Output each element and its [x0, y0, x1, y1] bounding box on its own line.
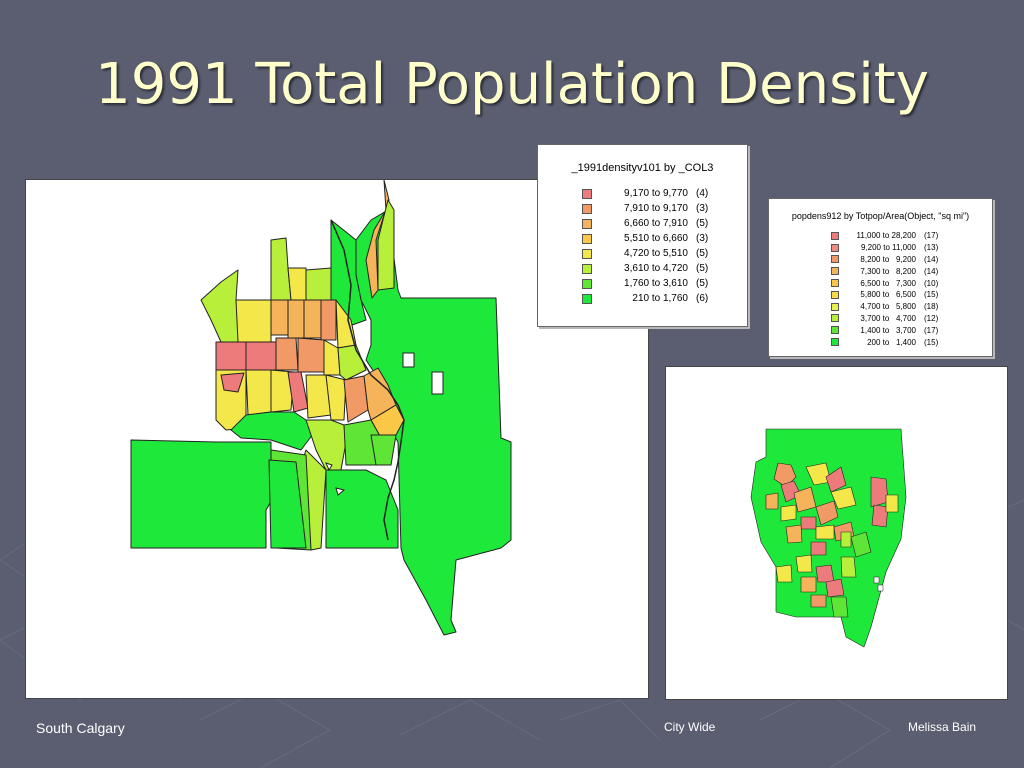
- legend-swatch: [831, 314, 839, 323]
- legend-row: 8,200 to 9,200 (14): [831, 254, 938, 266]
- city-wide-map: [665, 366, 1008, 700]
- city-map-legend: popdens912 by Totpop/Area(Object, "sq mi…: [768, 198, 993, 357]
- legend-row: 3,700 to 4,700 (12): [831, 313, 938, 325]
- legend-row: 7,910 to 9,170 (3): [582, 201, 708, 216]
- legend-row: 1,400 to 3,700 (17): [831, 324, 938, 336]
- south-calgary-map-graphic: [130, 179, 512, 636]
- legend-swatch: [582, 203, 592, 214]
- legend-row: 9,170 to 9,770 (4): [582, 186, 708, 201]
- legend-swatch: [582, 188, 592, 199]
- legend-count: (12): [924, 313, 939, 323]
- legend-swatch: [831, 338, 839, 347]
- legend-count: (10): [924, 278, 939, 288]
- footer-center-label: City Wide: [664, 720, 716, 734]
- legend-count: (17): [924, 325, 939, 335]
- legend-swatch: [582, 293, 592, 304]
- legend-count: (14): [924, 266, 939, 276]
- legend-row: 11,000 to 28,200 (17): [831, 230, 938, 242]
- legend-swatch: [831, 302, 839, 311]
- legend-swatch: [831, 231, 839, 240]
- legend-count: (5): [696, 248, 709, 259]
- legend-count: (5): [696, 218, 709, 229]
- legend-count: (3): [696, 233, 709, 244]
- legend-range: 200 to 1,400: [867, 337, 916, 347]
- legend-count: (18): [924, 302, 939, 312]
- legend-row: 3,610 to 4,720 (5): [582, 261, 708, 276]
- legend-range: 3,700 to 4,700: [860, 313, 916, 323]
- legend-swatch: [831, 326, 839, 335]
- legend-count: (3): [696, 203, 709, 214]
- legend-title: popdens912 by Totpop/Area(Object, "sq mi…: [791, 211, 970, 221]
- legend-row: 200 to 1,400 (15): [831, 336, 938, 348]
- legend-swatch: [831, 267, 839, 276]
- legend-range: 9,170 to 9,770: [624, 188, 688, 199]
- footer-right-label: Melissa Bain: [908, 720, 977, 734]
- legend-range: 6,660 to 7,910: [624, 218, 688, 229]
- legend-range: 4,720 to 5,510: [624, 248, 688, 259]
- legend-swatch: [582, 233, 592, 244]
- legend-row: 4,700 to 5,800 (18): [831, 301, 938, 313]
- legend-row: 6,500 to 7,300 (10): [831, 277, 938, 289]
- legend-rows: 11,000 to 28,200 (17) 9,200 to 11,000 (13) 8…: [831, 230, 938, 348]
- legend-row: 9,200 to 11,000 (13): [831, 242, 938, 254]
- legend-count: (15): [924, 337, 939, 347]
- legend-row: 210 to 1,760 (6): [582, 291, 708, 306]
- legend-row: 6,660 to 7,910 (5): [582, 216, 708, 231]
- legend-range: 4,700 to 5,800: [860, 302, 916, 312]
- legend-range: 8,200 to 9,200: [860, 254, 916, 264]
- legend-count: (4): [696, 188, 709, 199]
- legend-row: 4,720 to 5,510 (5): [582, 246, 708, 261]
- slide-title: 1991 Total Population Density: [95, 52, 929, 117]
- legend-range: 7,300 to 8,200: [860, 266, 916, 276]
- legend-row: 7,300 to 8,200 (14): [831, 265, 938, 277]
- legend-rows: 9,170 to 9,770 (4) 7,910 to 9,170 (3) 6,660 …: [582, 186, 708, 306]
- legend-range: 1,400 to 3,700: [860, 325, 916, 335]
- footer-left-label: South Calgary: [36, 720, 125, 736]
- legend-swatch: [582, 278, 592, 289]
- legend-count: (5): [696, 263, 709, 274]
- legend-swatch: [582, 248, 592, 259]
- legend-count: (6): [696, 293, 709, 304]
- legend-row: 1,760 to 3,610 (5): [582, 276, 708, 291]
- legend-row: 5,800 to 6,500 (15): [831, 289, 938, 301]
- legend-range: 5,800 to 6,500: [860, 290, 916, 300]
- legend-count: (14): [924, 254, 939, 264]
- legend-swatch: [831, 255, 839, 264]
- legend-count: (17): [924, 231, 939, 241]
- legend-swatch: [831, 243, 839, 252]
- legend-range: 3,610 to 4,720: [624, 263, 688, 274]
- legend-swatch: [582, 263, 592, 274]
- legend-range: 7,910 to 9,170: [624, 203, 688, 214]
- south-map-legend: _1991densityv101 by _COL3 9,170 to 9,770…: [537, 144, 748, 327]
- legend-range: 9,200 to 11,000: [860, 243, 916, 253]
- legend-swatch: [831, 290, 839, 299]
- legend-swatch: [582, 218, 592, 229]
- legend-count: (15): [924, 290, 939, 300]
- legend-range: 1,760 to 3,610: [624, 278, 688, 289]
- legend-range: 6,500 to 7,300: [860, 278, 916, 288]
- legend-title: _1991densityv101 by _COL3: [571, 162, 714, 174]
- legend-range: 11,000 to 28,200: [856, 231, 916, 241]
- legend-count: (13): [924, 243, 939, 253]
- legend-range: 5,510 to 6,660: [624, 233, 688, 244]
- legend-swatch: [831, 279, 839, 288]
- city-wide-map-graphic: [750, 428, 907, 648]
- legend-row: 5,510 to 6,660 (3): [582, 231, 708, 246]
- legend-range: 210 to 1,760: [632, 293, 688, 304]
- legend-count: (5): [696, 278, 709, 289]
